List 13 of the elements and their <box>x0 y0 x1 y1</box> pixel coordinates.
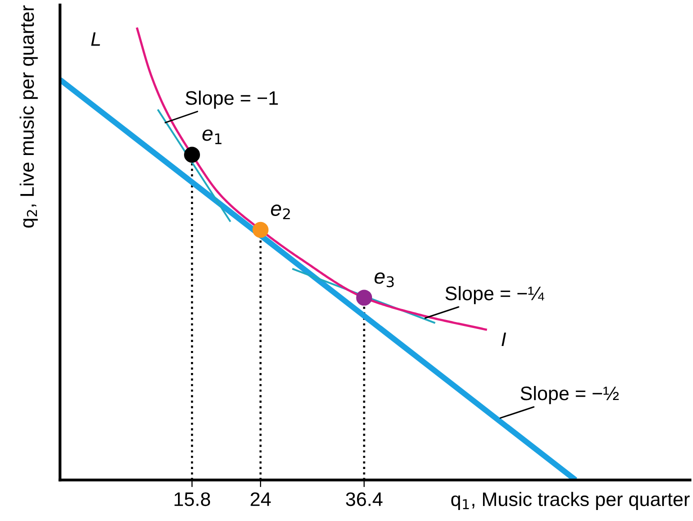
annotation: e$_{2}$ <box>270 204 290 220</box>
annotation: Slope = −½ <box>520 386 619 404</box>
x-axis-title: q$_{1}$, Music tracks per quarter <box>451 492 690 510</box>
annotation: e$_{3}$ <box>374 272 394 288</box>
x-tick-label: 24 <box>250 492 271 506</box>
annotation: I <box>502 332 506 346</box>
annotation: Slope = −¼ <box>445 286 544 304</box>
annotation: Slope = −1 <box>186 90 278 109</box>
x-tick-label: 15.8 <box>174 492 210 506</box>
annotation: L <box>91 32 100 46</box>
y-axis-title: q$_{2}$, Live music per quarter <box>20 5 38 228</box>
annotation: e$_{1}$ <box>202 129 222 144</box>
x-tick-label: 36.4 <box>346 492 382 506</box>
